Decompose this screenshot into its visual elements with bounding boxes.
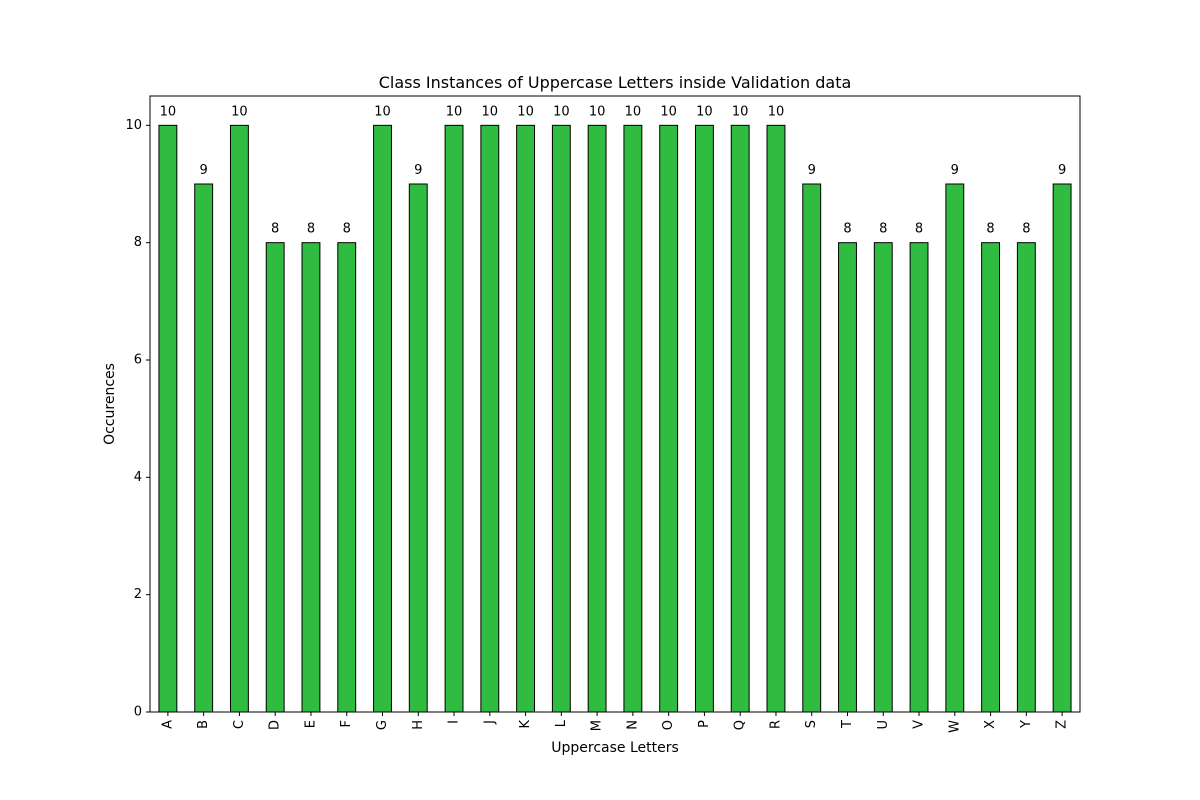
- data-label: 10: [374, 104, 391, 119]
- data-label: 8: [843, 222, 851, 237]
- x-axis-label: Uppercase Letters: [551, 740, 679, 756]
- data-label: 10: [589, 104, 606, 119]
- x-tick-label: L: [554, 719, 569, 727]
- data-label: 9: [414, 163, 422, 178]
- x-tick-label: A: [160, 720, 175, 729]
- x-tick-label: S: [804, 720, 819, 728]
- data-label: 10: [446, 104, 463, 119]
- data-label: 8: [879, 222, 887, 237]
- bar-J: [480, 124, 500, 713]
- y-tick-label: 8: [134, 235, 142, 250]
- y-tick-label: 10: [125, 118, 142, 133]
- data-label: 8: [271, 222, 279, 237]
- bar-B: [194, 183, 214, 713]
- x-tick-label: I: [447, 720, 462, 724]
- data-label: 9: [808, 163, 816, 178]
- bar-P: [694, 124, 714, 713]
- x-tick-label: G: [375, 720, 390, 730]
- data-label: 10: [553, 104, 570, 119]
- bar-U: [873, 242, 893, 713]
- bar-V: [909, 242, 929, 713]
- bar-I: [444, 124, 464, 713]
- y-axis: 0 2 4 6 8 10: [125, 118, 150, 720]
- x-tick-label: Q: [733, 720, 748, 730]
- plot-frame: [149, 95, 1081, 713]
- bar-L: [551, 124, 571, 713]
- x-tick-label: K: [518, 720, 533, 729]
- chart-title: Class Instances of Uppercase Letters ins…: [379, 73, 852, 92]
- bar-X: [981, 242, 1001, 713]
- x-tick-label: F: [339, 720, 354, 727]
- x-tick-label: R: [768, 720, 783, 729]
- data-label: 9: [1058, 163, 1066, 178]
- x-tick-label: H: [411, 720, 426, 730]
- bar-O: [659, 124, 679, 713]
- bar-M: [587, 124, 607, 713]
- data-label: 10: [768, 104, 785, 119]
- bar-S: [802, 183, 822, 713]
- bar-E: [301, 242, 321, 713]
- x-tick-label: V: [912, 720, 927, 729]
- bar-G: [373, 124, 392, 713]
- x-tick-label: C: [232, 720, 247, 729]
- x-tick-label: X: [983, 720, 998, 729]
- bar-C: [229, 124, 249, 713]
- x-tick-label: D: [268, 720, 283, 730]
- y-tick-label: 6: [134, 353, 142, 368]
- data-label: 8: [1022, 222, 1030, 237]
- bar-T: [838, 242, 857, 713]
- data-label: 10: [482, 104, 499, 119]
- y-tick-label: 4: [134, 470, 142, 485]
- x-tick-label: N: [625, 720, 640, 730]
- bar-Y: [1016, 242, 1036, 713]
- x-tick-label: W: [947, 720, 962, 733]
- y-tick-label: 2: [134, 587, 142, 602]
- data-label: 8: [343, 222, 351, 237]
- bar-D: [265, 242, 285, 713]
- y-tick-label: 0: [134, 705, 142, 720]
- x-tick-label: P: [697, 720, 712, 728]
- bar-Q: [730, 124, 750, 713]
- bar-R: [766, 124, 786, 713]
- bar-N: [623, 124, 643, 713]
- x-axis: A B C D E F G H I J K L M N O P Q R S T U V W X Y Z: [160, 712, 1070, 733]
- data-label: 10: [696, 104, 713, 119]
- x-tick-label: T: [840, 720, 855, 729]
- bars-group: [158, 124, 1072, 713]
- data-label: 10: [660, 104, 677, 119]
- data-label: 9: [200, 163, 208, 178]
- data-label: 9: [951, 163, 959, 178]
- data-label: 10: [231, 104, 248, 119]
- bar-F: [337, 242, 357, 713]
- bar-W: [945, 183, 965, 713]
- data-label: 8: [986, 222, 994, 237]
- data-label: 10: [732, 104, 749, 119]
- bar-A: [158, 124, 178, 713]
- data-labels-group: 10 9 10 8 8 8 10 9 10 10 10 10 10 10 10 10 10 10 9 8 8 8 9 8 8 9: [160, 104, 1067, 236]
- x-tick-label: O: [661, 720, 676, 730]
- data-label: 10: [160, 104, 177, 119]
- x-tick-label: M: [590, 720, 605, 731]
- bar-H: [408, 183, 428, 713]
- y-axis-label: Occurences: [102, 363, 118, 445]
- data-label: 10: [517, 104, 534, 119]
- x-tick-label: Z: [1055, 720, 1070, 729]
- bar-Z: [1052, 183, 1072, 713]
- x-tick-label: U: [876, 720, 891, 730]
- data-label: 8: [307, 222, 315, 237]
- x-tick-label: B: [196, 720, 211, 729]
- data-label: 8: [915, 222, 923, 237]
- x-tick-label: J: [482, 720, 497, 725]
- x-tick-label: Y: [1019, 720, 1034, 729]
- x-tick-label: E: [303, 720, 318, 728]
- data-label: 10: [625, 104, 642, 119]
- bar-K: [516, 124, 536, 713]
